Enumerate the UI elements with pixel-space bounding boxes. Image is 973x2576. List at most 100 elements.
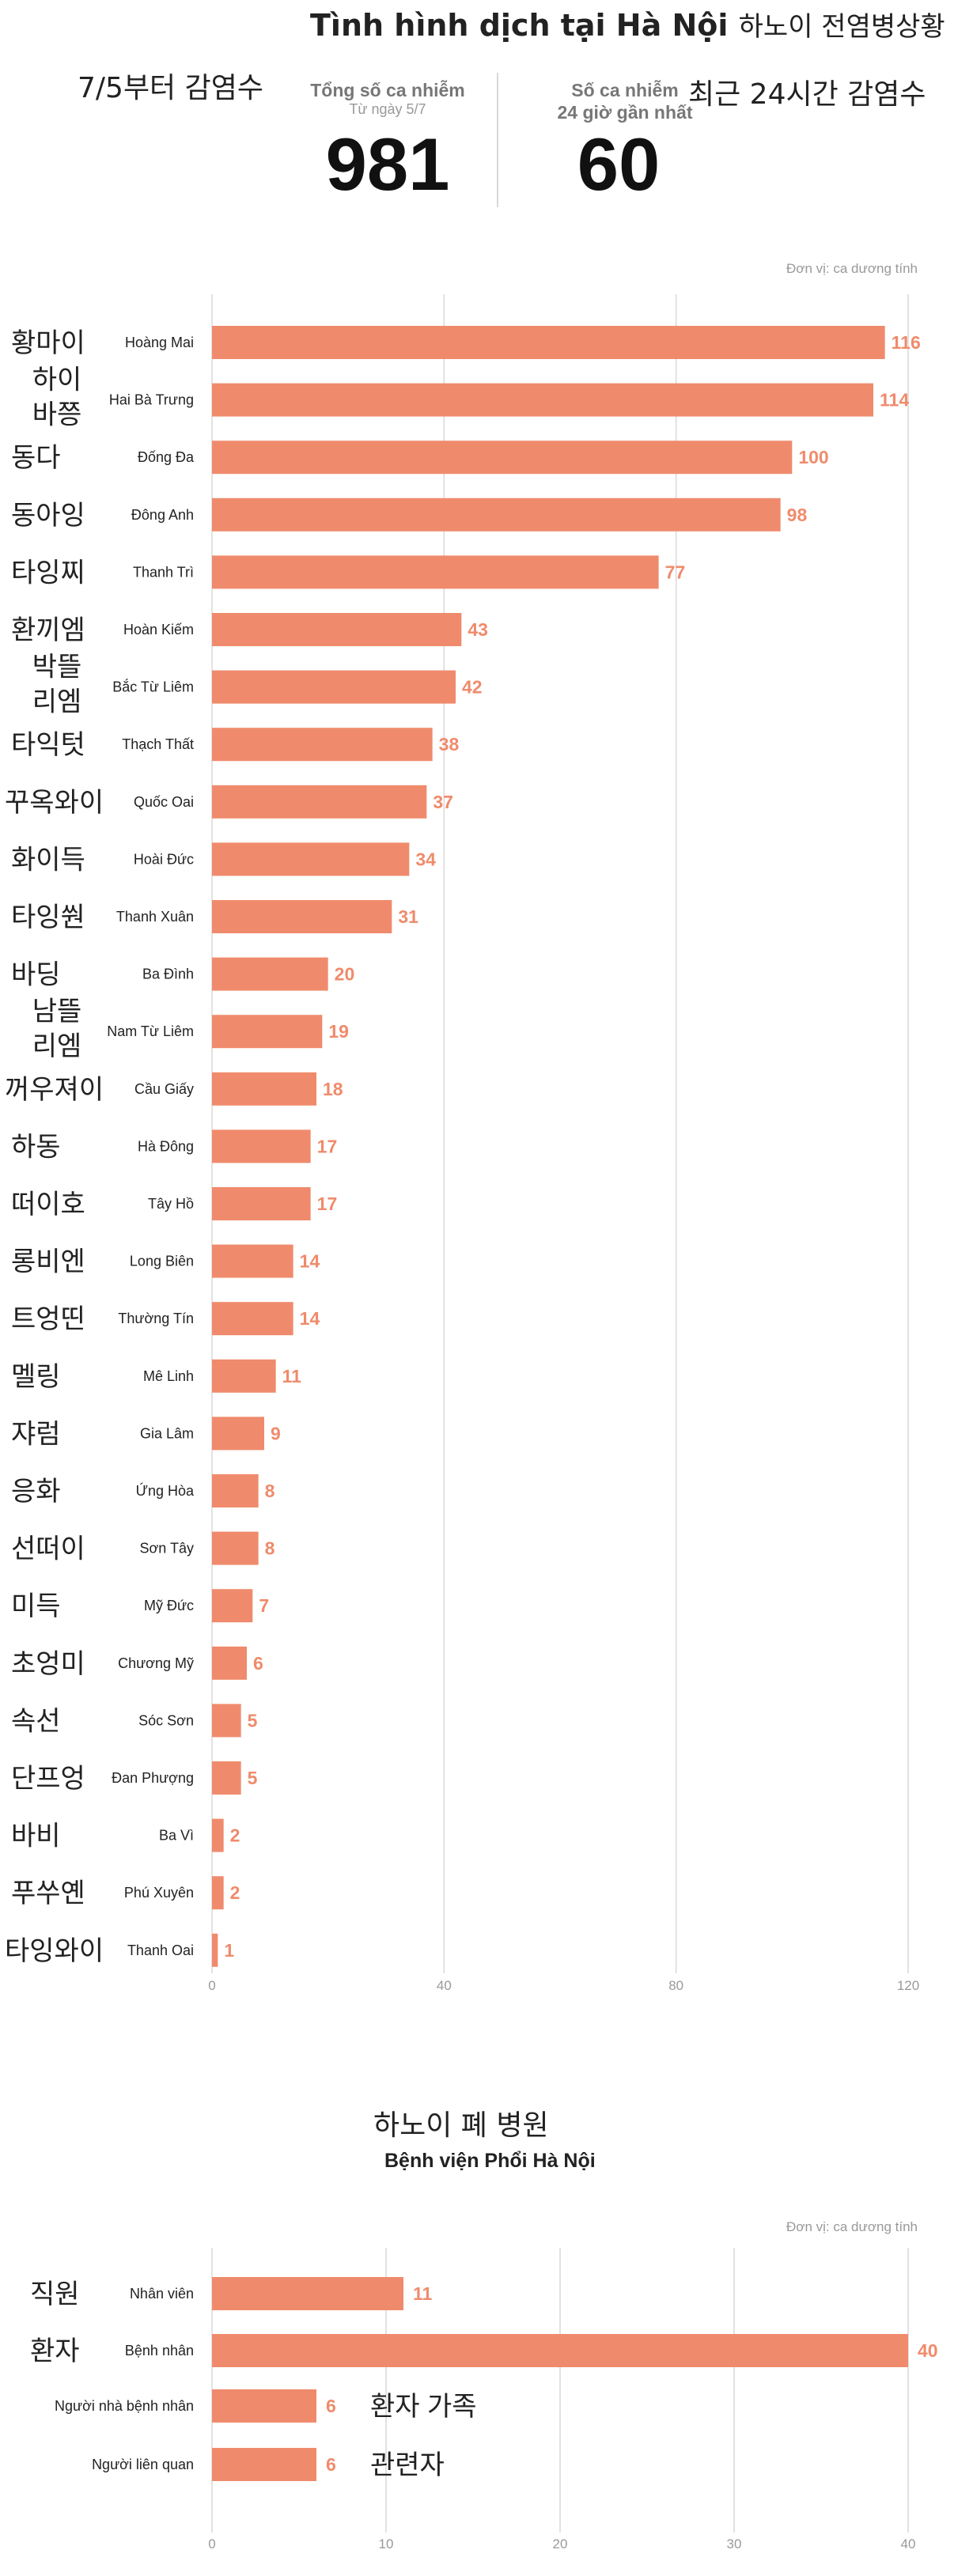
value-label: 14 xyxy=(300,1308,320,1329)
bar xyxy=(212,957,328,991)
bar xyxy=(212,1646,247,1680)
category-label: Mê Linh xyxy=(143,1368,194,1384)
bar xyxy=(212,1531,259,1565)
bar xyxy=(212,1818,224,1852)
recent-value: 60 xyxy=(577,123,661,206)
value-label: 34 xyxy=(415,849,436,869)
category-label: Long Biên xyxy=(130,1254,194,1269)
bar xyxy=(212,1704,241,1738)
category-label-kr: 꺼우져이 xyxy=(5,1075,104,1105)
chart2-title-kr: 하노이 폐 병원 xyxy=(373,2109,549,2142)
category-label: Ứng Hòa xyxy=(136,1482,195,1499)
category-label: Hoàng Mai xyxy=(125,335,194,350)
category-label: Đống Đa xyxy=(138,449,195,465)
category-label-kr: 초엉미 xyxy=(11,1649,85,1679)
category-label-kr: 환자 가족 xyxy=(370,2392,477,2422)
category-label-kr: 바비 xyxy=(11,1821,61,1852)
value-label: 5 xyxy=(248,1710,258,1731)
value-label: 17 xyxy=(317,1193,338,1214)
category-label-kr: 화이득 xyxy=(11,845,85,875)
category-label: Hoài Đức xyxy=(134,851,194,867)
category-label: Bệnh nhân xyxy=(125,2343,194,2358)
value-label: 2 xyxy=(230,1882,240,1903)
bar xyxy=(212,900,392,933)
value-label: 116 xyxy=(892,332,921,353)
category-label: Tây Hồ xyxy=(148,1196,194,1212)
page-title-kr: 하노이 전염병상황 xyxy=(738,11,945,43)
category-label-kr: 응화 xyxy=(11,1477,61,1507)
category-label-kr: 멜링 xyxy=(11,1362,61,1392)
category-label-kr: 롱비엔 xyxy=(11,1247,85,1277)
bar xyxy=(212,555,659,589)
recent-label-line2: 24 giờ gần nhất xyxy=(557,102,693,123)
category-label-kr: 타잉와이 xyxy=(5,1936,104,1966)
category-label-kr: 단프엉 xyxy=(11,1764,85,1794)
category-label-kr: 미득 xyxy=(11,1591,61,1621)
bar xyxy=(212,2389,316,2423)
bar xyxy=(212,613,462,646)
category-label-kr: 선떠이 xyxy=(11,1534,85,1564)
category-label-kr: 황마이 xyxy=(11,328,85,358)
category-label: Nhân viên xyxy=(130,2286,194,2302)
category-label: Thanh Oai xyxy=(127,1942,194,1958)
category-label-kr: 꾸옥와이 xyxy=(5,788,104,818)
value-label: 1 xyxy=(224,1940,234,1961)
value-label: 43 xyxy=(468,619,488,640)
category-label: Người nhà bệnh nhân xyxy=(55,2398,194,2414)
bar xyxy=(212,1474,259,1507)
page-title: Tình hình dịch tại Hà Nội 하노이 전염병상황 xyxy=(310,5,945,44)
bar xyxy=(212,670,456,704)
category-label: Đan Phượng xyxy=(112,1770,194,1786)
value-label: 6 xyxy=(253,1653,263,1674)
x-tick-label: 120 xyxy=(897,1978,919,1993)
category-label-kr: 남뜰 xyxy=(32,997,82,1027)
category-label-kr: 환자 xyxy=(30,2336,80,2366)
bar xyxy=(212,1072,316,1106)
bar xyxy=(212,2448,316,2481)
category-label: Thạch Thất xyxy=(122,736,194,752)
category-label: Nam Từ Liêm xyxy=(107,1023,194,1039)
bar xyxy=(212,1876,224,1910)
value-label: 7 xyxy=(259,1595,269,1616)
category-label: Hai Bà Trưng xyxy=(109,392,194,408)
bar xyxy=(212,1244,293,1278)
x-tick-label: 30 xyxy=(727,2536,742,2551)
x-tick-label: 20 xyxy=(553,2536,568,2551)
bar xyxy=(212,441,793,475)
x-tick-label: 80 xyxy=(668,1978,683,1993)
value-label: 37 xyxy=(433,792,453,812)
category-label-kr: 하이 xyxy=(32,365,82,395)
category-label-kr: 환끼엠 xyxy=(11,615,85,645)
category-label-kr: 리엠 xyxy=(32,1031,82,1061)
value-label: 9 xyxy=(271,1423,281,1443)
value-label: 31 xyxy=(398,906,418,927)
bar xyxy=(212,1187,311,1220)
x-tick-label: 40 xyxy=(901,2536,916,2551)
category-label: Thanh Trì xyxy=(133,564,194,580)
bar xyxy=(212,497,781,531)
category-label: Hà Đông xyxy=(138,1138,194,1154)
category-label: Hoàn Kiếm xyxy=(123,622,194,637)
bar xyxy=(212,728,433,762)
value-label: 114 xyxy=(880,390,909,410)
category-label-kr: 바쯩 xyxy=(32,400,82,430)
x-tick-label: 40 xyxy=(437,1978,452,1993)
bar xyxy=(212,2334,908,2367)
total-note-kr: 7/5부터 감염수 xyxy=(78,72,263,104)
recent-note-kr: 최근 24시간 감염수 xyxy=(688,78,926,111)
value-label: 11 xyxy=(413,2283,433,2304)
total-label: Tổng số ca nhiễm xyxy=(310,80,465,100)
category-label: Đông Anh xyxy=(131,507,194,523)
total-sub: Từ ngày 5/7 xyxy=(349,101,426,117)
bar xyxy=(212,1417,264,1451)
value-label: 6 xyxy=(326,2454,336,2475)
category-label: Quốc Oai xyxy=(134,794,194,810)
category-label: Sơn Tây xyxy=(139,1541,194,1557)
category-label-kr: 트엉띤 xyxy=(11,1304,85,1334)
value-label: 2 xyxy=(230,1825,240,1846)
recent-label-line1: Số ca nhiễm xyxy=(571,80,679,100)
bar xyxy=(212,1359,276,1393)
category-label-kr: 타잉찌 xyxy=(11,558,85,588)
category-label-kr: 동다 xyxy=(11,443,61,473)
